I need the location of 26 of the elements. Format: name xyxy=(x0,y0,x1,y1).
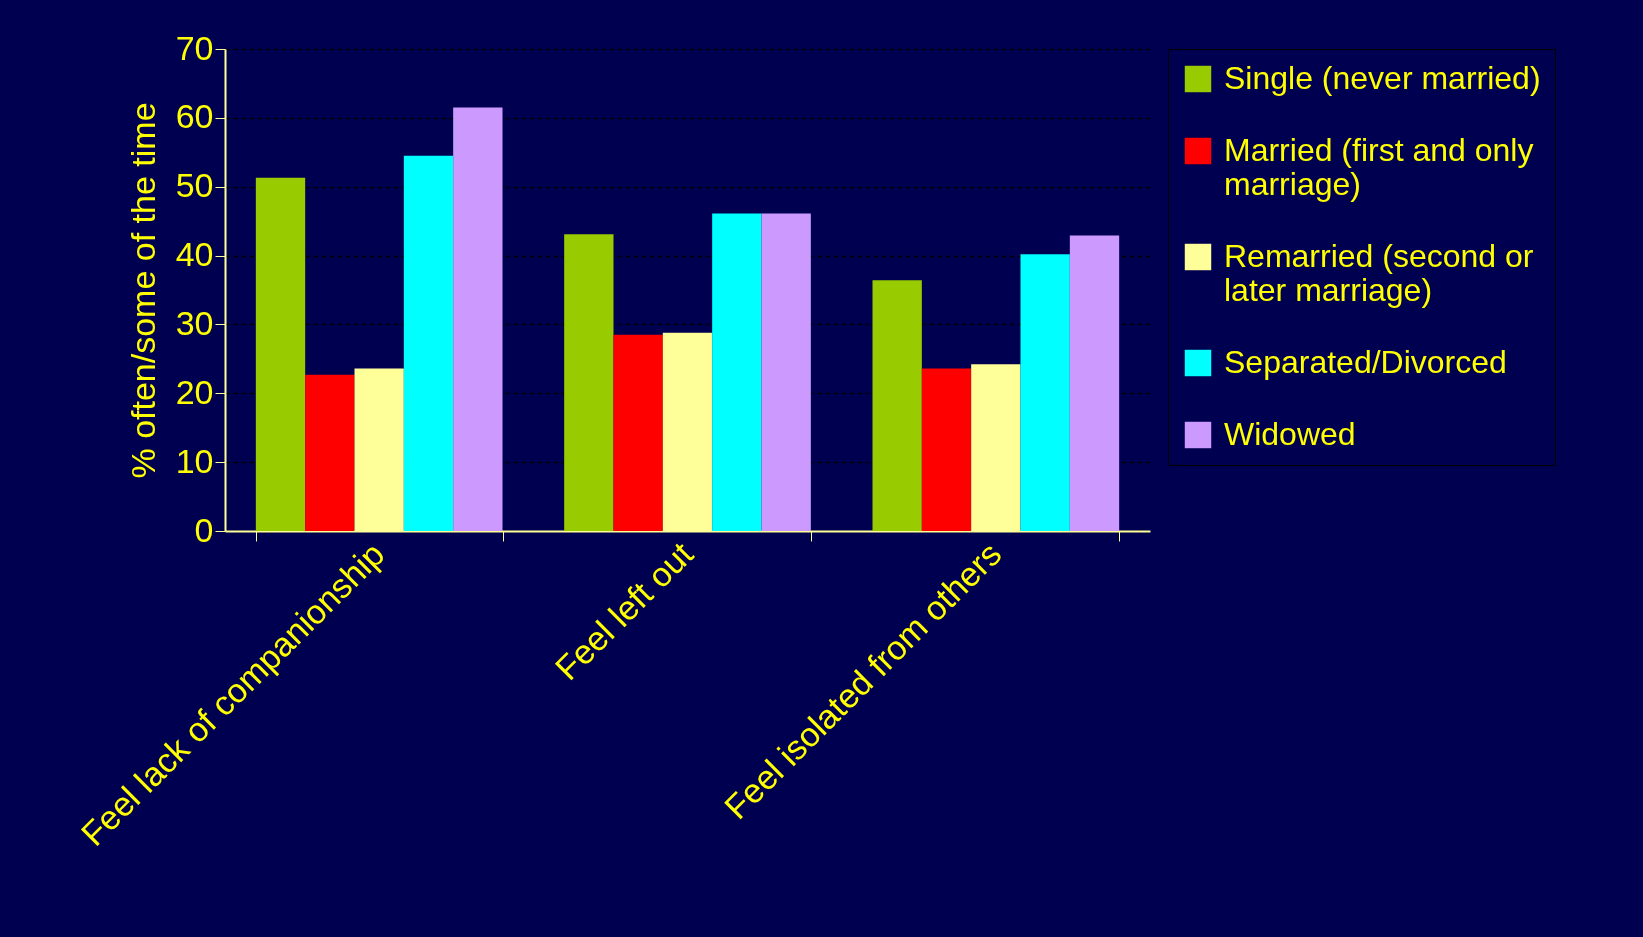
legend-label: Separated/Divorced xyxy=(1224,344,1507,380)
bar xyxy=(921,368,972,531)
bar xyxy=(453,107,503,531)
y-tick-label: 30 xyxy=(175,303,214,342)
y-tick-label: 70 xyxy=(175,28,214,67)
y-tick-label: 40 xyxy=(175,235,214,274)
legend-label: Remarried (second or later marriage) xyxy=(1224,238,1534,308)
bar xyxy=(712,213,762,531)
legend-label: Widowed xyxy=(1224,416,1356,452)
bar xyxy=(1020,254,1070,531)
y-tick-label: 20 xyxy=(175,372,214,411)
y-axis-title: % often/some of the time xyxy=(123,102,162,479)
bar xyxy=(761,213,811,531)
legend-label: Single (never married) xyxy=(1224,60,1541,96)
bar xyxy=(403,155,454,531)
bar xyxy=(1069,235,1120,531)
bar xyxy=(872,280,922,531)
y-tick-label: 10 xyxy=(175,441,214,480)
bar xyxy=(564,234,614,531)
y-tick-label: 0 xyxy=(194,510,214,549)
bar xyxy=(613,334,663,531)
y-tick-label: 60 xyxy=(175,97,214,136)
bar xyxy=(305,374,355,531)
legend-label: Married (first and only marriage) xyxy=(1224,132,1534,202)
y-tick-label: 50 xyxy=(175,166,214,205)
bar xyxy=(255,177,306,531)
